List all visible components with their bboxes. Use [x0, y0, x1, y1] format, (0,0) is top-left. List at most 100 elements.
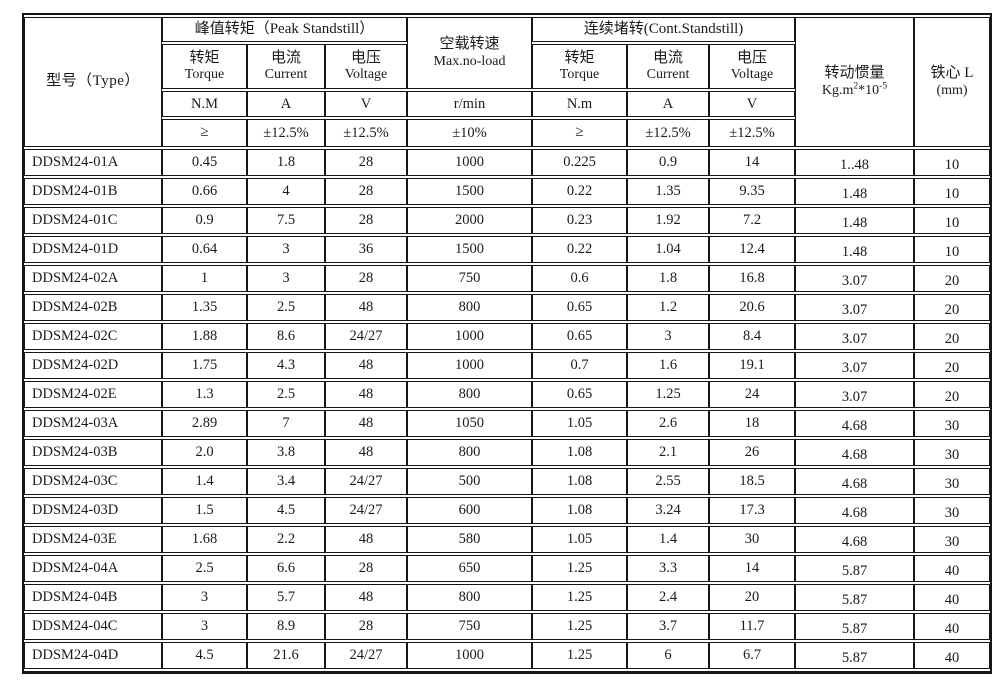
value-cell: 1000	[407, 642, 532, 669]
datasheet-table-container: 型号（Type） 峰值转矩（Peak Standstill） 空载转速 Max.…	[22, 13, 992, 674]
model-cell: DDSM24-04D	[24, 642, 162, 669]
table-row: DDSM24-02E 1.3 2.5 48 800 0.65 1.25 24 3.07 20	[24, 381, 990, 408]
core-length-column-header: 铁心 L (mm)	[914, 17, 990, 147]
table-row: DDSM24-03B 2.0 3.8 48 800 1.08 2.1 26 4.68 30	[24, 439, 990, 466]
value-cell: 8.6	[247, 323, 325, 350]
value-cell: 1.4	[162, 468, 247, 495]
value-cell: 3.07	[795, 381, 914, 408]
model-cell: DDSM24-04A	[24, 555, 162, 582]
value-cell: 1.8	[627, 265, 709, 292]
value-cell: 14	[709, 149, 795, 176]
value-cell: 1.4	[627, 526, 709, 553]
inertia-unit-base: Kg.m	[821, 82, 854, 98]
value-cell: 1500	[407, 236, 532, 263]
peak-torque-unit: N.M	[162, 91, 247, 117]
value-cell: 18.5	[709, 468, 795, 495]
peak-current-header: 电流 Current	[247, 44, 325, 89]
value-cell: 1	[162, 265, 247, 292]
value-cell: 28	[325, 207, 407, 234]
value-cell: 1.04	[627, 236, 709, 263]
value-cell: 48	[325, 352, 407, 379]
value-cell: 3.07	[795, 294, 914, 321]
value-cell: 800	[407, 584, 532, 611]
peak-voltage-unit: V	[325, 91, 407, 117]
value-cell: 1.25	[532, 642, 627, 669]
value-cell: 3.24	[627, 497, 709, 524]
value-cell: 9.35	[709, 178, 795, 205]
value-cell: 10	[914, 236, 990, 263]
header-group-row: 型号（Type） 峰值转矩（Peak Standstill） 空载转速 Max.…	[24, 17, 990, 147]
value-cell: 20	[709, 584, 795, 611]
model-cell: DDSM24-01B	[24, 178, 162, 205]
value-cell: 5.87	[795, 642, 914, 669]
value-cell: 40	[914, 584, 990, 611]
value-cell: 20	[914, 381, 990, 408]
peak-torque-tolerance: ≥	[162, 119, 247, 147]
value-cell: 0.65	[532, 381, 627, 408]
value-cell: 24/27	[325, 468, 407, 495]
value-cell: 1.68	[162, 526, 247, 553]
value-cell: 16.8	[709, 265, 795, 292]
value-cell: 4.5	[162, 642, 247, 669]
value-cell: 24	[709, 381, 795, 408]
value-cell: 1.2	[627, 294, 709, 321]
table-row: DDSM24-03A 2.89 7 48 1050 1.05 2.6 18 4.68 30	[24, 410, 990, 437]
value-cell: 3	[162, 613, 247, 640]
inertia-unit-mid: *10	[858, 82, 880, 98]
motor-spec-table: 型号（Type） 峰值转矩（Peak Standstill） 空载转速 Max.…	[22, 13, 992, 674]
cont-voltage-unit: V	[709, 91, 795, 117]
value-cell: 21.6	[247, 642, 325, 669]
peak-torque-header: 转矩 Torque	[162, 44, 247, 89]
value-cell: 650	[407, 555, 532, 582]
value-cell: 6.6	[247, 555, 325, 582]
value-cell: 6.7	[709, 642, 795, 669]
value-cell: 1.6	[627, 352, 709, 379]
table-row: DDSM24-03E 1.68 2.2 48 580 1.05 1.4 30 4.68 30	[24, 526, 990, 553]
inertia-column-header: 转动惯量 Kg.m2*10-5	[795, 17, 914, 147]
table-row: DDSM24-02A 1 3 28 750 0.6 1.8 16.8 3.07 20	[24, 265, 990, 292]
value-cell: 600	[407, 497, 532, 524]
value-cell: 11.7	[709, 613, 795, 640]
cont-torque-cn: 转矩	[564, 49, 595, 66]
table-row: DDSM24-04C 3 8.9 28 750 1.25 3.7 11.7 5.87 40	[24, 613, 990, 640]
value-cell: 24/27	[325, 323, 407, 350]
value-cell: 1.92	[627, 207, 709, 234]
noload-speed-tolerance: ±10%	[407, 119, 532, 147]
value-cell: 36	[325, 236, 407, 263]
value-cell: 20	[914, 323, 990, 350]
value-cell: 4.68	[795, 439, 914, 466]
value-cell: 1.25	[532, 613, 627, 640]
value-cell: 8.4	[709, 323, 795, 350]
type-column-header: 型号（Type）	[24, 17, 162, 147]
value-cell: 48	[325, 410, 407, 437]
model-cell: DDSM24-03A	[24, 410, 162, 437]
value-cell: 2.5	[162, 555, 247, 582]
value-cell: 5.87	[795, 613, 914, 640]
core-length-unit: (mm)	[936, 82, 968, 98]
value-cell: 1.75	[162, 352, 247, 379]
value-cell: 3.07	[795, 323, 914, 350]
value-cell: 0.9	[162, 207, 247, 234]
value-cell: 4.3	[247, 352, 325, 379]
model-cell: DDSM24-04B	[24, 584, 162, 611]
value-cell: 4.68	[795, 410, 914, 437]
model-cell: DDSM24-04C	[24, 613, 162, 640]
value-cell: 2.4	[627, 584, 709, 611]
value-cell: 2.6	[627, 410, 709, 437]
value-cell: 48	[325, 584, 407, 611]
model-cell: DDSM24-03E	[24, 526, 162, 553]
value-cell: 1.08	[532, 439, 627, 466]
value-cell: 4.68	[795, 526, 914, 553]
model-cell: DDSM24-01A	[24, 149, 162, 176]
spec-table-body: DDSM24-01A 0.45 1.8 28 1000 0.225 0.9 14 1..48 10…	[24, 149, 990, 669]
cont-torque-unit: N.m	[532, 91, 627, 117]
value-cell: 1.48	[795, 207, 914, 234]
value-cell: 1.35	[162, 294, 247, 321]
value-cell: 4.68	[795, 468, 914, 495]
value-cell: 3	[162, 584, 247, 611]
core-length-label-cn: 铁心 L	[930, 65, 974, 82]
peak-voltage-cn: 电压	[350, 49, 381, 66]
value-cell: 48	[325, 526, 407, 553]
table-row: DDSM24-02C 1.88 8.6 24/27 1000 0.65 3 8.4 3.07 20	[24, 323, 990, 350]
value-cell: 28	[325, 265, 407, 292]
